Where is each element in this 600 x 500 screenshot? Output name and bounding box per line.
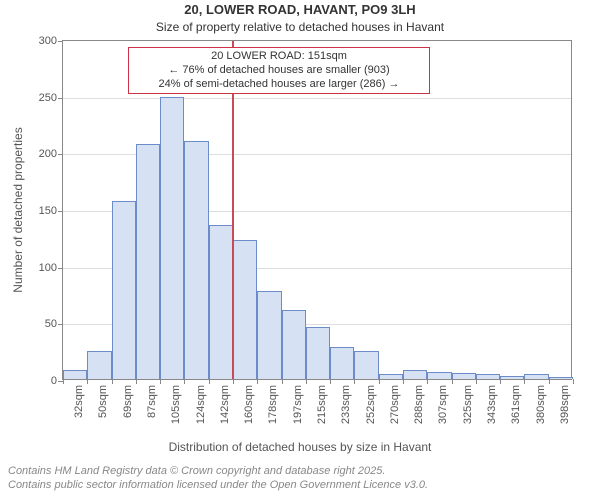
xtick-label: 32sqm bbox=[73, 385, 85, 418]
histogram-bar bbox=[160, 97, 184, 379]
histogram-bar bbox=[379, 374, 403, 379]
annotation-box: 20 LOWER ROAD: 151sqm← 76% of detached h… bbox=[128, 47, 430, 94]
histogram-bar bbox=[233, 240, 257, 379]
xtick-mark bbox=[306, 379, 307, 384]
chart-subtitle: Size of property relative to detached ho… bbox=[0, 20, 600, 34]
xtick-mark bbox=[524, 379, 525, 384]
histogram-bar bbox=[112, 201, 136, 379]
histogram-bar bbox=[306, 327, 330, 379]
xtick-label: 325sqm bbox=[462, 385, 474, 424]
xtick-label: 69sqm bbox=[122, 385, 134, 418]
histogram-bar bbox=[257, 291, 281, 379]
histogram-bar bbox=[184, 141, 208, 379]
histogram-bar bbox=[549, 377, 573, 379]
histogram-bar bbox=[403, 370, 427, 379]
xtick-label: 87sqm bbox=[146, 385, 158, 418]
xtick-mark bbox=[403, 379, 404, 384]
xtick-mark bbox=[160, 379, 161, 384]
xtick-mark bbox=[330, 379, 331, 384]
chart-root: 20, LOWER ROAD, HAVANT, PO9 3LH Size of … bbox=[0, 0, 600, 500]
y-axis-label: Number of detached properties bbox=[11, 127, 25, 292]
annotation-line: ← 76% of detached houses are smaller (90… bbox=[133, 64, 425, 78]
attribution-line: Contains HM Land Registry data © Crown c… bbox=[8, 464, 592, 478]
xtick-label: 270sqm bbox=[389, 385, 401, 424]
histogram-bar bbox=[452, 373, 476, 379]
xtick-mark bbox=[379, 379, 380, 384]
ytick-label: 250 bbox=[39, 92, 63, 104]
attribution-line: Contains public sector information licen… bbox=[8, 478, 592, 492]
histogram-bar bbox=[476, 374, 500, 379]
gridline bbox=[63, 98, 571, 99]
xtick-label: 288sqm bbox=[413, 385, 425, 424]
chart-title: 20, LOWER ROAD, HAVANT, PO9 3LH bbox=[0, 2, 600, 17]
xtick-label: 343sqm bbox=[486, 385, 498, 424]
plot-area: 05010015020025030032sqm50sqm69sqm87sqm10… bbox=[62, 40, 572, 380]
xtick-label: 160sqm bbox=[243, 385, 255, 424]
xtick-label: 380sqm bbox=[535, 385, 547, 424]
xtick-mark bbox=[257, 379, 258, 384]
histogram-bar bbox=[330, 347, 354, 379]
xtick-label: 178sqm bbox=[267, 385, 279, 424]
ytick-label: 150 bbox=[39, 205, 63, 217]
annotation-line: 24% of semi-detached houses are larger (… bbox=[133, 78, 425, 92]
xtick-label: 215sqm bbox=[316, 385, 328, 424]
xtick-mark bbox=[184, 379, 185, 384]
xtick-label: 252sqm bbox=[365, 385, 377, 424]
xtick-mark bbox=[476, 379, 477, 384]
xtick-mark bbox=[87, 379, 88, 384]
xtick-mark bbox=[282, 379, 283, 384]
ytick-label: 300 bbox=[39, 35, 63, 47]
ytick-label: 100 bbox=[39, 262, 63, 274]
xtick-mark bbox=[63, 379, 64, 384]
attribution-text: Contains HM Land Registry data © Crown c… bbox=[0, 460, 600, 497]
xtick-mark bbox=[573, 379, 574, 384]
ytick-label: 200 bbox=[39, 148, 63, 160]
annotation-line: 20 LOWER ROAD: 151sqm bbox=[133, 50, 425, 64]
xtick-mark bbox=[427, 379, 428, 384]
xtick-label: 398sqm bbox=[559, 385, 571, 424]
xtick-label: 50sqm bbox=[97, 385, 109, 418]
histogram-bar bbox=[524, 374, 548, 379]
ytick-label: 0 bbox=[51, 375, 63, 387]
xtick-label: 124sqm bbox=[195, 385, 207, 424]
histogram-bar bbox=[63, 370, 87, 379]
histogram-bar bbox=[427, 372, 451, 379]
x-axis-label: Distribution of detached houses by size … bbox=[0, 440, 600, 454]
histogram-bar bbox=[87, 351, 111, 379]
xtick-label: 233sqm bbox=[340, 385, 352, 424]
xtick-mark bbox=[233, 379, 234, 384]
xtick-mark bbox=[209, 379, 210, 384]
xtick-mark bbox=[136, 379, 137, 384]
xtick-mark bbox=[452, 379, 453, 384]
histogram-bar bbox=[500, 376, 524, 379]
xtick-mark bbox=[500, 379, 501, 384]
histogram-bar bbox=[282, 310, 306, 379]
xtick-label: 142sqm bbox=[219, 385, 231, 424]
ytick-label: 50 bbox=[45, 318, 63, 330]
xtick-label: 197sqm bbox=[292, 385, 304, 424]
xtick-label: 361sqm bbox=[510, 385, 522, 424]
histogram-bar bbox=[136, 144, 160, 379]
histogram-bar bbox=[354, 351, 378, 379]
xtick-label: 105sqm bbox=[170, 385, 182, 424]
xtick-mark bbox=[549, 379, 550, 384]
xtick-mark bbox=[112, 379, 113, 384]
xtick-mark bbox=[354, 379, 355, 384]
histogram-bar bbox=[209, 225, 233, 379]
xtick-label: 307sqm bbox=[437, 385, 449, 424]
